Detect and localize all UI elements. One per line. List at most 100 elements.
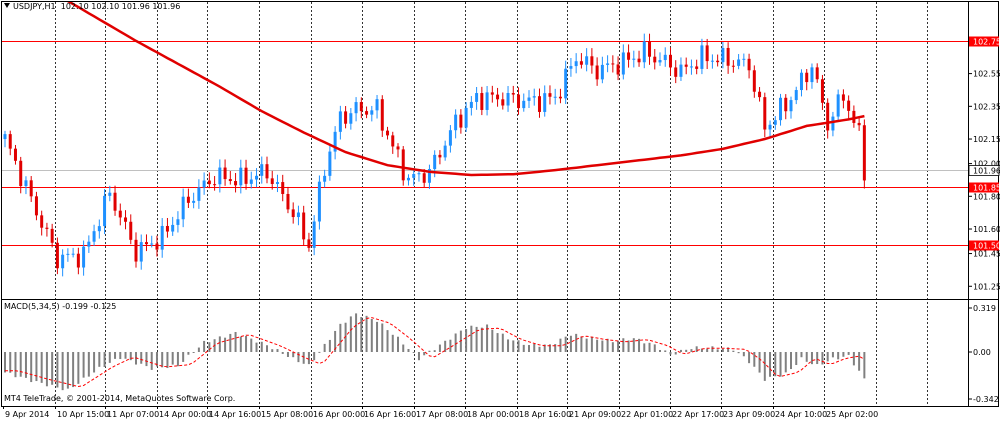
macd-histogram-bar <box>30 352 33 383</box>
bull-candle <box>92 231 96 242</box>
macd-histogram-bar <box>695 346 698 352</box>
macd-histogram-bar <box>863 352 866 379</box>
bear-candle <box>155 243 159 250</box>
macd-histogram-bar <box>218 336 221 352</box>
bear-candle <box>55 242 59 269</box>
bear-candle <box>396 146 400 150</box>
bear-candle <box>826 102 830 131</box>
bear-candle <box>627 52 631 60</box>
bull-candle <box>375 99 379 111</box>
macd-histogram-bar <box>753 352 756 367</box>
bear-candle <box>286 193 290 210</box>
price-axis-label: 102.15 <box>973 135 1000 144</box>
time-axis-label: 14 Apr 00:00 <box>159 410 211 419</box>
macd-histogram-bar <box>679 349 682 352</box>
bull-candle <box>66 253 70 255</box>
bear-candle <box>29 180 33 197</box>
bull-candle <box>658 60 662 63</box>
macd-histogram-bar <box>643 343 646 352</box>
bull-candle <box>632 58 636 60</box>
macd-histogram-bar <box>638 338 641 352</box>
macd-histogram-bar <box>192 352 195 353</box>
macd-histogram-bar <box>402 344 405 352</box>
bear-candle <box>847 100 851 111</box>
macd-histogram-bar <box>271 349 274 352</box>
bull-candle <box>773 120 777 125</box>
bull-candle <box>317 181 321 222</box>
bear-candle <box>165 225 169 232</box>
bear-candle <box>648 41 652 57</box>
time-axis-label: 23 Apr 09:00 <box>723 410 775 419</box>
macd-histogram-bar <box>349 316 352 352</box>
time-axis-label: 18 Apr 16:00 <box>519 410 571 419</box>
bear-candle <box>34 196 38 216</box>
bull-candle <box>454 114 458 131</box>
macd-histogram-bar <box>386 330 389 352</box>
macd-histogram-bar <box>716 349 719 352</box>
macd-histogram-bar <box>554 344 557 352</box>
bull-candle <box>721 47 725 63</box>
price-axis-label: 102.00 <box>973 160 1000 169</box>
macd-histogram-bar <box>847 352 850 355</box>
macd-histogram-bar <box>119 352 122 360</box>
macd-histogram-bar <box>150 352 153 370</box>
macd-histogram-bar <box>114 352 117 359</box>
bull-candle <box>97 226 101 232</box>
macd-histogram-bar <box>182 352 185 362</box>
macd-histogram-bar <box>40 352 43 383</box>
macd-histogram-bar <box>852 352 855 366</box>
symbol-menu-icon[interactable] <box>4 3 10 8</box>
macd-histogram-bar <box>653 344 656 352</box>
macd-histogram-bar <box>266 345 268 352</box>
macd-histogram-bar <box>606 338 609 352</box>
bull-candle <box>192 200 196 203</box>
bull-candle <box>543 93 547 112</box>
macd-histogram-bar <box>486 324 489 352</box>
bear-candle <box>595 65 599 80</box>
bull-candle <box>260 164 264 176</box>
bull-candle <box>354 102 358 114</box>
bull-candle <box>789 100 793 112</box>
macd-histogram-bar <box>622 338 625 352</box>
bull-candle <box>600 64 604 80</box>
macd-histogram-bar <box>208 342 211 352</box>
bear-candle <box>820 79 824 103</box>
macd-histogram-bar <box>585 338 588 352</box>
bear-candle <box>186 196 190 203</box>
bear-candle <box>113 192 117 211</box>
macd-histogram-bar <box>155 352 158 367</box>
macd-histogram-bar <box>475 326 478 352</box>
macd-histogram-bar <box>197 347 200 352</box>
bear-candle <box>223 167 227 180</box>
bull-candle <box>585 56 589 65</box>
macd-histogram-bar <box>748 352 751 364</box>
bull-candle <box>443 145 447 158</box>
level-price-label: 101.50 <box>973 242 1000 251</box>
ohlc-readout: 102.10 102.10 101.96 101.96 <box>60 2 181 11</box>
macd-histogram-bar <box>575 333 578 352</box>
bear-candle <box>815 67 819 80</box>
macd-histogram-bar <box>590 336 593 352</box>
bear-candle <box>852 110 856 123</box>
macd-histogram-bar <box>627 340 630 352</box>
bull-candle <box>522 100 526 109</box>
bear-candle <box>490 92 494 95</box>
macd-histogram-bar <box>381 323 384 352</box>
macd-histogram-bar <box>229 333 232 352</box>
bull-candle <box>323 175 327 182</box>
bear-candle <box>537 96 541 112</box>
bear-candle <box>144 242 148 245</box>
bull-candle <box>831 116 835 131</box>
level-price-tag <box>969 182 999 193</box>
bull-candle <box>768 124 772 130</box>
bear-candle <box>496 94 500 100</box>
macd-histogram-bar <box>281 352 284 354</box>
macd-histogram-bar <box>286 352 289 357</box>
macd-histogram-bar <box>307 352 310 365</box>
macd-histogram-bar <box>417 352 420 361</box>
macd-histogram-bar <box>129 352 132 361</box>
bear-candle <box>76 253 80 268</box>
macd-histogram-bar <box>35 352 38 382</box>
